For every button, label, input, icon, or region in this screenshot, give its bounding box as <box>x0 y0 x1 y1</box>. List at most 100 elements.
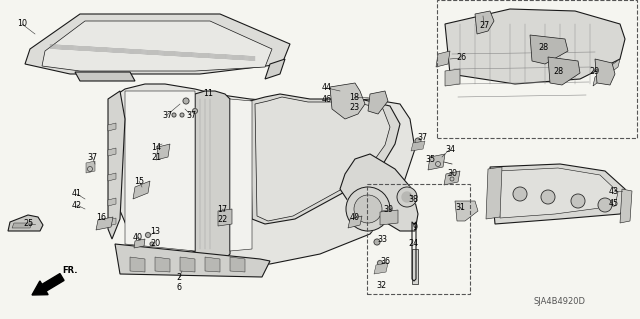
Polygon shape <box>108 198 116 206</box>
Polygon shape <box>265 59 285 79</box>
Text: 30: 30 <box>447 168 457 177</box>
Circle shape <box>172 113 176 117</box>
Circle shape <box>150 242 154 246</box>
Text: FR.: FR. <box>62 266 77 275</box>
Polygon shape <box>250 94 400 224</box>
Polygon shape <box>125 91 195 251</box>
Text: 40: 40 <box>133 233 143 241</box>
Circle shape <box>571 194 585 208</box>
Polygon shape <box>180 257 195 272</box>
Polygon shape <box>620 189 632 223</box>
Text: 10: 10 <box>17 19 27 28</box>
Circle shape <box>397 187 417 207</box>
Text: 39: 39 <box>383 205 393 214</box>
Polygon shape <box>374 263 388 274</box>
Text: 37: 37 <box>417 133 427 143</box>
Polygon shape <box>368 91 388 114</box>
Text: 13: 13 <box>150 227 160 236</box>
Circle shape <box>193 108 198 114</box>
Text: 35: 35 <box>425 154 435 164</box>
Polygon shape <box>490 164 628 224</box>
Text: 15: 15 <box>134 176 144 186</box>
Polygon shape <box>348 216 362 228</box>
Text: 34: 34 <box>445 145 455 153</box>
Polygon shape <box>42 21 272 71</box>
Circle shape <box>402 192 412 202</box>
Text: 37: 37 <box>87 152 97 161</box>
Text: 43: 43 <box>609 187 619 196</box>
Text: 22: 22 <box>217 214 227 224</box>
Text: 23: 23 <box>349 103 359 113</box>
Polygon shape <box>115 244 270 277</box>
Text: 2: 2 <box>177 273 182 283</box>
Text: 14: 14 <box>151 143 161 152</box>
Text: 41: 41 <box>72 189 82 198</box>
Circle shape <box>183 98 189 104</box>
Text: 31: 31 <box>455 203 465 211</box>
Circle shape <box>598 198 612 212</box>
Polygon shape <box>411 141 425 151</box>
Polygon shape <box>195 91 230 261</box>
Circle shape <box>180 113 184 117</box>
Text: 26: 26 <box>456 54 466 63</box>
Bar <box>367 184 470 294</box>
Circle shape <box>354 195 382 223</box>
Polygon shape <box>108 218 116 226</box>
Polygon shape <box>436 51 450 67</box>
Polygon shape <box>108 173 116 181</box>
Text: 37: 37 <box>186 110 196 120</box>
Text: 16: 16 <box>96 213 106 222</box>
Text: 17: 17 <box>217 204 227 213</box>
Polygon shape <box>110 84 415 264</box>
Polygon shape <box>8 215 43 231</box>
Text: 40: 40 <box>350 213 360 222</box>
Polygon shape <box>475 11 494 34</box>
Text: 18: 18 <box>349 93 359 101</box>
Polygon shape <box>595 59 615 85</box>
Text: 45: 45 <box>609 198 619 207</box>
Polygon shape <box>230 257 245 272</box>
Polygon shape <box>108 148 116 156</box>
Polygon shape <box>75 72 135 81</box>
Polygon shape <box>155 257 170 272</box>
Text: 46: 46 <box>322 94 332 103</box>
Polygon shape <box>444 171 460 185</box>
Circle shape <box>88 167 93 172</box>
Polygon shape <box>445 69 460 86</box>
Text: 29: 29 <box>589 66 599 76</box>
Text: 28: 28 <box>553 68 563 77</box>
Polygon shape <box>255 97 390 221</box>
Polygon shape <box>218 209 232 226</box>
Polygon shape <box>486 167 502 219</box>
Polygon shape <box>593 59 620 86</box>
Polygon shape <box>412 249 418 284</box>
Polygon shape <box>530 35 568 64</box>
Text: 24: 24 <box>408 239 418 248</box>
Polygon shape <box>205 257 220 272</box>
Polygon shape <box>12 223 32 228</box>
Polygon shape <box>133 181 150 199</box>
Circle shape <box>513 187 527 201</box>
Text: 38: 38 <box>408 195 418 204</box>
Bar <box>437 0 637 138</box>
Polygon shape <box>330 83 365 119</box>
Text: 11: 11 <box>203 90 213 99</box>
Text: 9: 9 <box>412 222 417 232</box>
Text: 28: 28 <box>538 43 548 53</box>
Circle shape <box>450 177 454 181</box>
Circle shape <box>541 190 555 204</box>
Text: 36: 36 <box>380 257 390 266</box>
Text: SJA4B4920D: SJA4B4920D <box>534 296 586 306</box>
Polygon shape <box>134 239 145 248</box>
Circle shape <box>346 187 390 231</box>
Polygon shape <box>428 154 445 170</box>
Polygon shape <box>445 9 625 84</box>
Polygon shape <box>86 161 95 173</box>
Circle shape <box>415 138 421 144</box>
Text: 44: 44 <box>322 84 332 93</box>
Polygon shape <box>340 154 418 231</box>
Polygon shape <box>130 257 145 272</box>
Circle shape <box>435 161 440 167</box>
Circle shape <box>374 239 380 245</box>
Text: 20: 20 <box>150 239 160 248</box>
